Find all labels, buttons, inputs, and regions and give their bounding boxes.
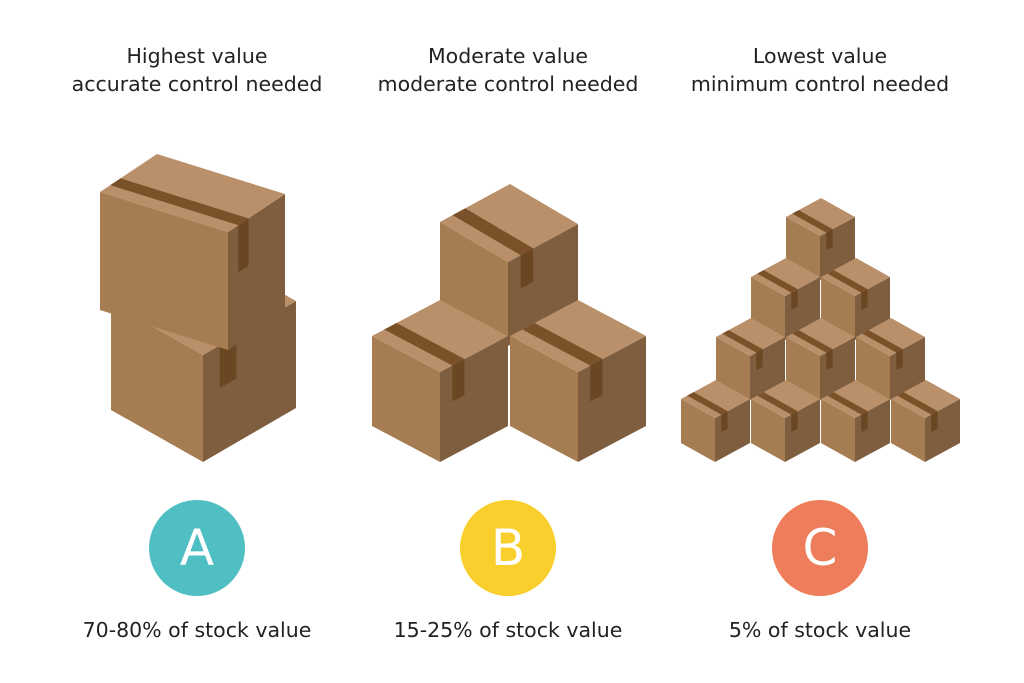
tape-top — [827, 270, 868, 293]
column-c-title: Lowest value minimum control needed — [650, 42, 990, 98]
box-left-face — [856, 337, 890, 400]
box-c-3-3 — [891, 380, 960, 462]
box-top-face — [681, 380, 750, 418]
box-left-face — [510, 336, 578, 462]
tape-top — [757, 392, 798, 415]
tape-side — [896, 349, 903, 371]
box-top-face — [856, 318, 925, 356]
tape-side — [931, 411, 938, 433]
category-a-badge: A — [149, 500, 245, 596]
column-a-subheading: accurate control needed — [71, 72, 323, 96]
box-left-face — [751, 399, 785, 462]
box-top-face — [440, 184, 578, 262]
tape-side — [452, 359, 465, 402]
box-c-2-0 — [716, 318, 785, 400]
tape-side — [791, 289, 798, 311]
box-c-2-2 — [856, 318, 925, 400]
column-c-caption: 5% of stock value — [728, 618, 912, 642]
box-left-face — [891, 399, 925, 462]
box-c-2-1 — [786, 318, 855, 400]
column-b-caption: 15-25% of stock value — [393, 618, 623, 642]
box-top-face — [821, 380, 890, 418]
column-b-subheading: moderate control needed — [377, 72, 639, 96]
tape-side — [791, 411, 798, 433]
box-top-face — [786, 198, 855, 236]
tape-side — [861, 411, 868, 433]
column-a-title: Highest value accurate control needed — [27, 42, 367, 98]
tape-side — [590, 359, 603, 402]
box-left-face — [821, 399, 855, 462]
box-top-face — [716, 318, 785, 356]
box-c-3-1 — [751, 380, 820, 462]
box-left-face — [100, 192, 228, 350]
tape-top — [452, 208, 534, 256]
tape-top — [757, 270, 798, 293]
tape-side — [826, 229, 833, 251]
column-b-heading: Moderate value — [427, 44, 588, 68]
column-a-caption: 70-80% of stock value — [82, 618, 312, 642]
tape-top — [687, 392, 728, 415]
column-c-subheading: minimum control needed — [690, 72, 950, 96]
tape-side — [520, 248, 534, 289]
box-a-top — [100, 154, 285, 350]
column-b-title: Moderate value moderate control needed — [338, 42, 678, 98]
box-left-face — [111, 303, 203, 462]
tape-top — [522, 323, 603, 366]
tape-top — [792, 330, 833, 353]
box-left-face — [716, 337, 750, 400]
box-top-face — [786, 318, 855, 356]
tape-top — [110, 178, 249, 226]
tape-side — [861, 289, 868, 311]
column-a-heading: Highest value — [126, 44, 268, 68]
category-c-badge: C — [772, 500, 868, 596]
box-b-right — [510, 300, 646, 462]
box-c-3-2 — [821, 380, 890, 462]
column-c-heading: Lowest value — [752, 44, 888, 68]
tape-top — [827, 392, 868, 415]
box-top-face — [821, 258, 890, 296]
box-top-face — [372, 300, 508, 372]
tape-top — [722, 330, 763, 353]
tape-side — [238, 218, 249, 273]
box-top-face — [891, 380, 960, 418]
tape-side — [721, 411, 728, 433]
tape-top — [384, 323, 465, 366]
box-top-face — [510, 300, 646, 372]
box-top-face — [751, 380, 820, 418]
box-left-face — [372, 336, 440, 462]
box-top-face — [100, 154, 285, 232]
tape-side — [826, 349, 833, 371]
box-left-face — [786, 337, 820, 400]
box-top-face — [751, 258, 820, 296]
box-left-face — [681, 399, 715, 462]
box-right-face — [203, 301, 296, 462]
tape-side — [756, 349, 763, 371]
category-b-badge: B — [460, 500, 556, 596]
tape-top — [897, 392, 938, 415]
box-b-left — [372, 300, 508, 462]
tape-top — [792, 210, 833, 233]
box-c-3-0 — [681, 380, 750, 462]
tape-top — [862, 330, 903, 353]
